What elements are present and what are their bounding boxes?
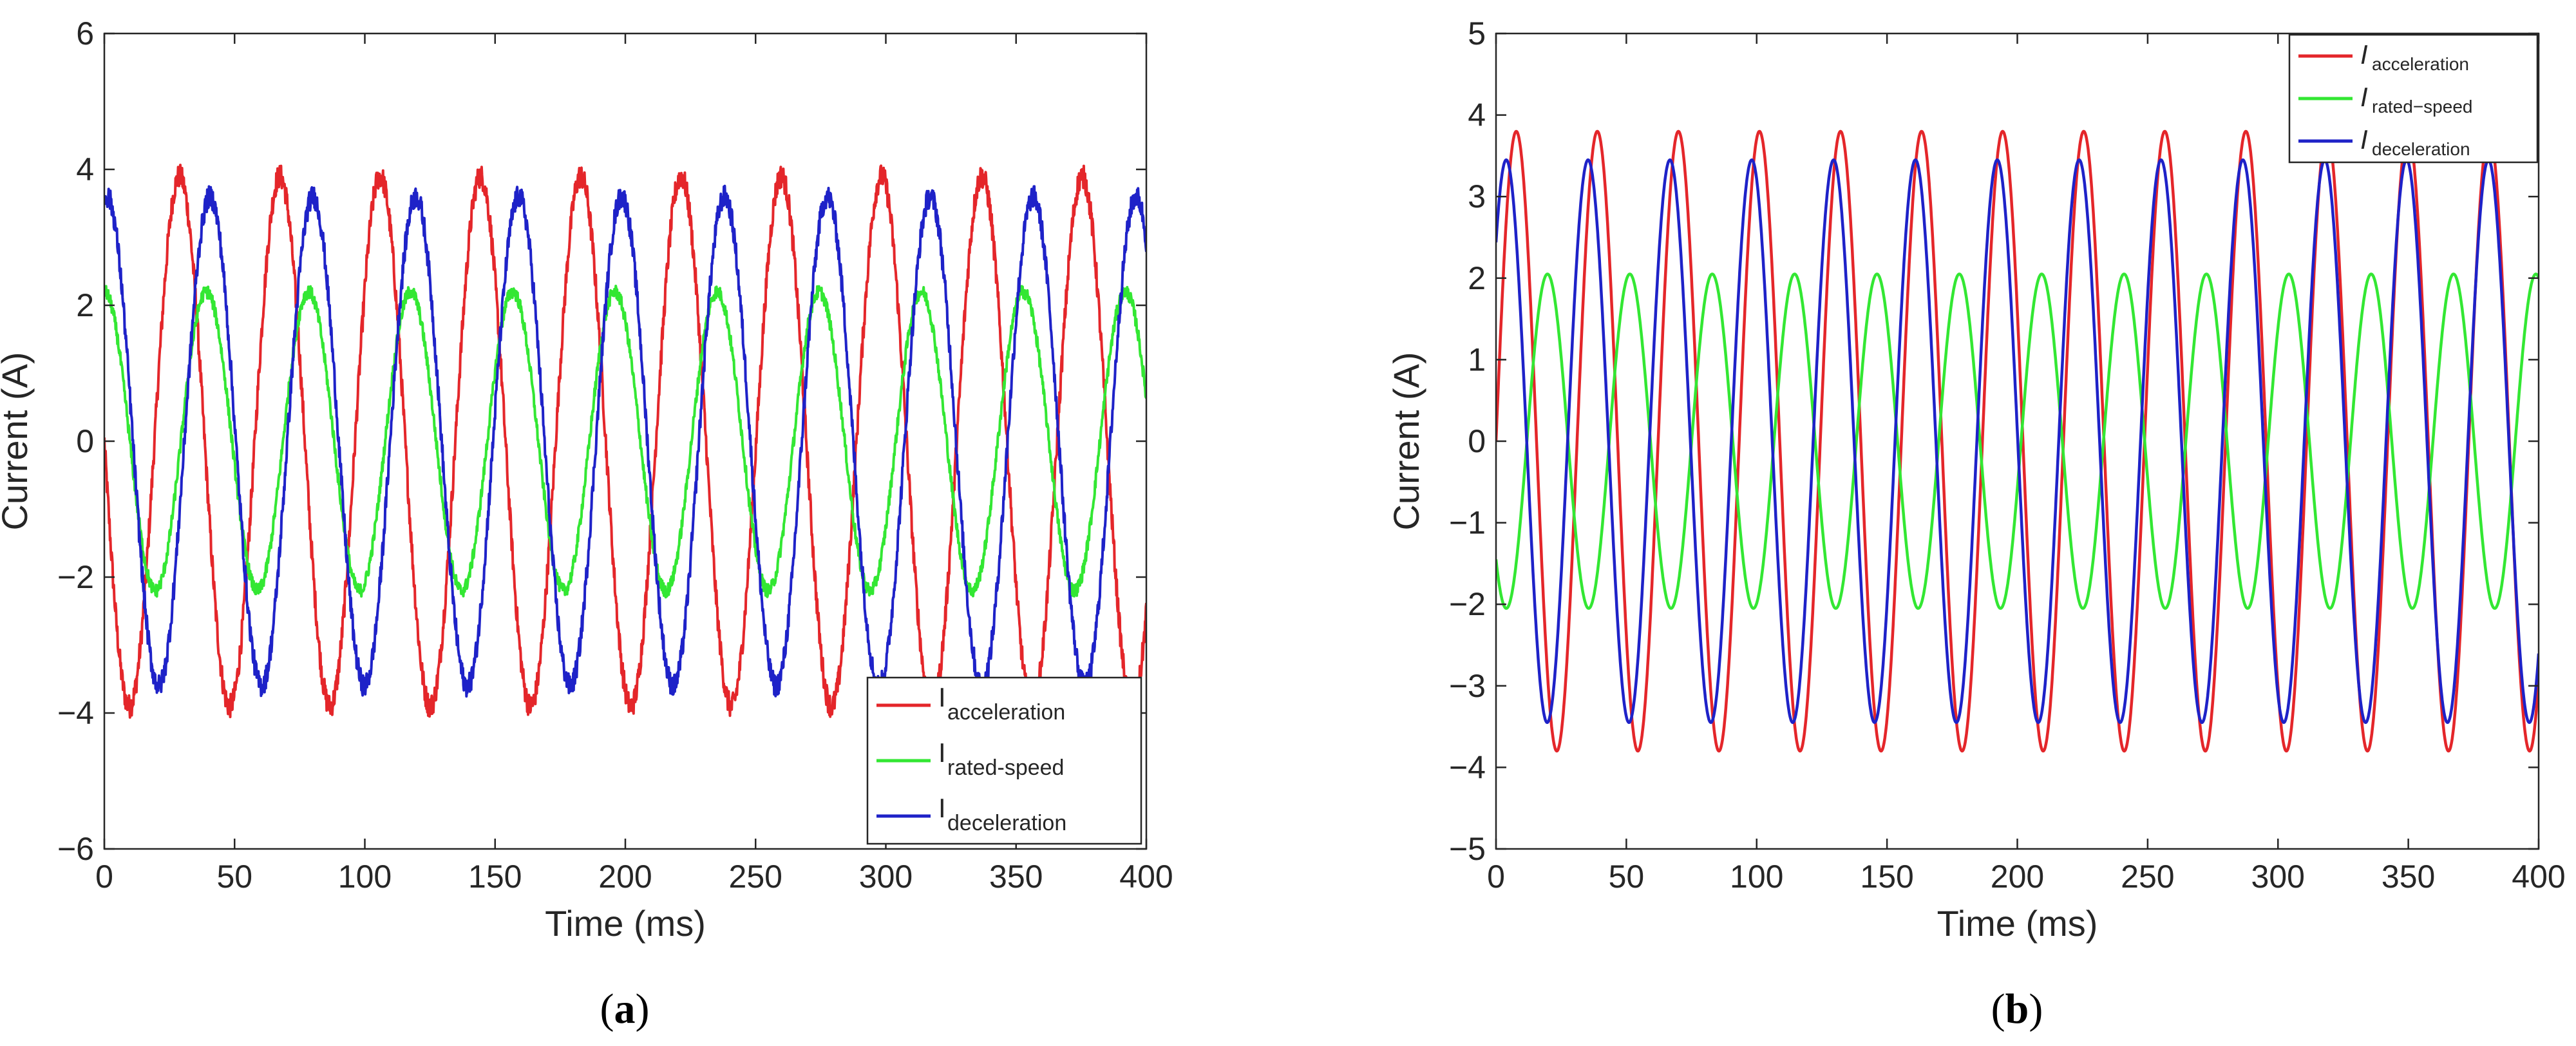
panel-caption: (b) xyxy=(1991,985,2043,1032)
legend-label-sub: rated-speed xyxy=(947,756,1064,780)
caption-letter: a xyxy=(614,985,636,1032)
x-tick-label: 300 xyxy=(859,859,913,895)
series-line-rated-speed xyxy=(1496,272,2539,610)
y-tick-label: 1 xyxy=(1468,341,1486,377)
x-tick-label: 50 xyxy=(1609,859,1645,895)
series-group xyxy=(104,164,1146,719)
panel-caption: (a) xyxy=(600,985,650,1032)
x-tick-label: 400 xyxy=(2512,859,2565,895)
y-tick-label: 0 xyxy=(1468,423,1486,459)
y-tick-label: −4 xyxy=(57,695,94,731)
y-tick-label: −6 xyxy=(57,831,94,867)
legend-label-sub: acceleration xyxy=(947,700,1065,725)
x-tick-label: 250 xyxy=(729,859,782,895)
legend-label-sub: deceleration xyxy=(2372,139,2470,159)
y-axis-label: Current (A) xyxy=(0,352,35,531)
y-tick-label: 3 xyxy=(1468,178,1486,214)
series-line-deceleration xyxy=(104,184,1146,698)
caption-close-paren: ) xyxy=(636,985,650,1032)
caption-open-paren: ( xyxy=(1991,985,2005,1032)
x-tick-label: 100 xyxy=(338,859,392,895)
y-tick-label: 2 xyxy=(76,287,94,323)
series-line-deceleration xyxy=(1496,158,2539,725)
series-line-rated-speed xyxy=(104,285,1146,599)
x-tick-label: 200 xyxy=(1991,859,2044,895)
x-tick-label: 0 xyxy=(95,859,113,895)
y-tick-label: −2 xyxy=(57,559,94,595)
y-tick-label: −3 xyxy=(1449,668,1486,704)
series-line-acceleration xyxy=(1496,129,2539,753)
y-tick-label: 2 xyxy=(1468,260,1486,296)
legend-label-sub: rated−speed xyxy=(2372,97,2472,117)
x-tick-label: 0 xyxy=(1487,859,1505,895)
x-tick-label: 100 xyxy=(1730,859,1783,895)
legend-label-main: I xyxy=(2360,39,2368,70)
y-tick-label: 4 xyxy=(76,151,94,187)
y-tick-label: 0 xyxy=(76,423,94,459)
y-tick-label: −4 xyxy=(1449,749,1486,785)
x-tick-label: 150 xyxy=(468,859,522,895)
x-tick-label: 300 xyxy=(2251,859,2305,895)
legend-label-main: I xyxy=(2360,124,2368,155)
legend-label-sub: acceleration xyxy=(2372,54,2469,74)
x-tick-label: 400 xyxy=(1119,859,1173,895)
caption-close-paren: ) xyxy=(2029,985,2043,1032)
series-group xyxy=(1496,129,2539,753)
x-tick-label: 200 xyxy=(598,859,652,895)
legend-label-main: I xyxy=(938,737,946,768)
y-tick-label: 5 xyxy=(1468,15,1486,52)
y-tick-label: −1 xyxy=(1449,505,1486,541)
x-axis-label: Time (ms) xyxy=(1937,903,2098,944)
legend-label-sub: deceleration xyxy=(947,811,1066,835)
x-tick-label: 150 xyxy=(1860,859,1913,895)
legend-label-main: I xyxy=(2360,82,2368,112)
y-tick-label: 4 xyxy=(1468,97,1486,133)
x-tick-label: 250 xyxy=(2121,859,2174,895)
x-axis-label: Time (ms) xyxy=(545,903,706,944)
panel-a: 0 50 100 150 200 250 300 350 400 6 4 2 0 −2 −4 −6 Time (… xyxy=(0,15,1173,1032)
y-tick-label: 6 xyxy=(76,15,94,52)
legend-label-main: I xyxy=(938,793,946,823)
y-tick-label: −5 xyxy=(1449,831,1486,867)
legend-label-main: I xyxy=(938,682,946,712)
y-tick-label: −2 xyxy=(1449,586,1486,622)
x-tick-label: 350 xyxy=(2382,859,2435,895)
x-tick-label: 350 xyxy=(989,859,1043,895)
y-axis-label: Current (A) xyxy=(1386,352,1426,531)
x-tick-label: 50 xyxy=(216,859,252,895)
caption-letter: b xyxy=(2005,985,2029,1032)
caption-open-paren: ( xyxy=(600,985,614,1032)
panel-b: 0 50 100 150 200 250 300 350 400 5 4 3 2 1 0 −1 −2 −3 −4 −5… xyxy=(1386,15,2566,1032)
series-line-acceleration xyxy=(104,164,1146,719)
